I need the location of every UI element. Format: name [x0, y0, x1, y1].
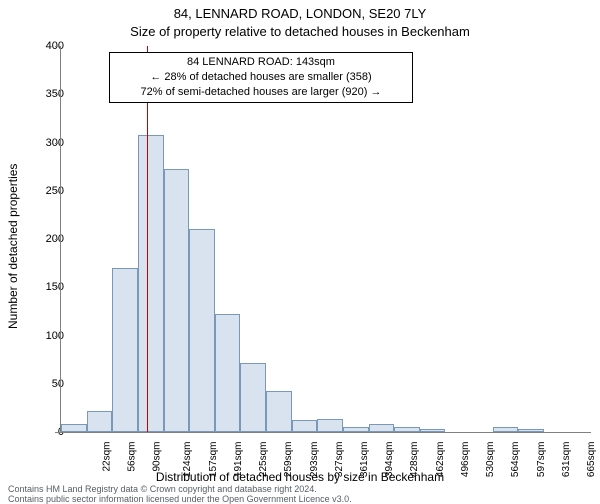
plot-area: 84 LENNARD ROAD: 143sqm ← 28% of detache… [60, 46, 591, 433]
histogram-bar [394, 427, 420, 432]
footnote-line2: Contains public sector information licen… [8, 494, 352, 504]
x-tick-label: 22sqm [101, 442, 112, 472]
x-ticks: 22sqm56sqm90sqm124sqm157sqm191sqm225sqm2… [60, 434, 590, 474]
chart-title-desc: Size of property relative to detached ho… [0, 24, 600, 39]
histogram-bar [138, 135, 164, 432]
histogram-bar [343, 427, 369, 432]
x-tick-label: 90sqm [152, 442, 163, 472]
histogram-bar [61, 424, 87, 432]
annot-line2: ← 28% of detached houses are smaller (35… [116, 70, 406, 85]
histogram-bar [493, 427, 519, 432]
histogram-bar [215, 314, 241, 432]
reference-marker-line [147, 46, 148, 432]
histogram-bar [292, 420, 318, 432]
histogram-bar [240, 363, 266, 432]
histogram-bar [420, 429, 446, 432]
x-axis-label: Distribution of detached houses by size … [0, 470, 600, 484]
chart-container: 84, LENNARD ROAD, LONDON, SE20 7LY Size … [0, 0, 600, 500]
x-tick-label: 56sqm [126, 442, 137, 472]
histogram-bar [87, 411, 113, 432]
footnote-line1: Contains HM Land Registry data © Crown c… [8, 484, 317, 494]
histogram-bar [189, 229, 215, 432]
bars-group [61, 46, 591, 432]
annot-line3: 72% of semi-detached houses are larger (… [116, 85, 406, 100]
histogram-bar [164, 169, 190, 432]
histogram-bar [518, 429, 544, 432]
annot-line1: 84 LENNARD ROAD: 143sqm [116, 55, 406, 70]
histogram-bar [369, 424, 395, 432]
histogram-bar [266, 391, 292, 432]
annotation-box: 84 LENNARD ROAD: 143sqm ← 28% of detache… [109, 52, 413, 103]
y-axis-label: Number of detached properties [6, 164, 20, 329]
histogram-bar [317, 419, 343, 433]
chart-title-address: 84, LENNARD ROAD, LONDON, SE20 7LY [0, 6, 600, 21]
histogram-bar [112, 268, 138, 432]
